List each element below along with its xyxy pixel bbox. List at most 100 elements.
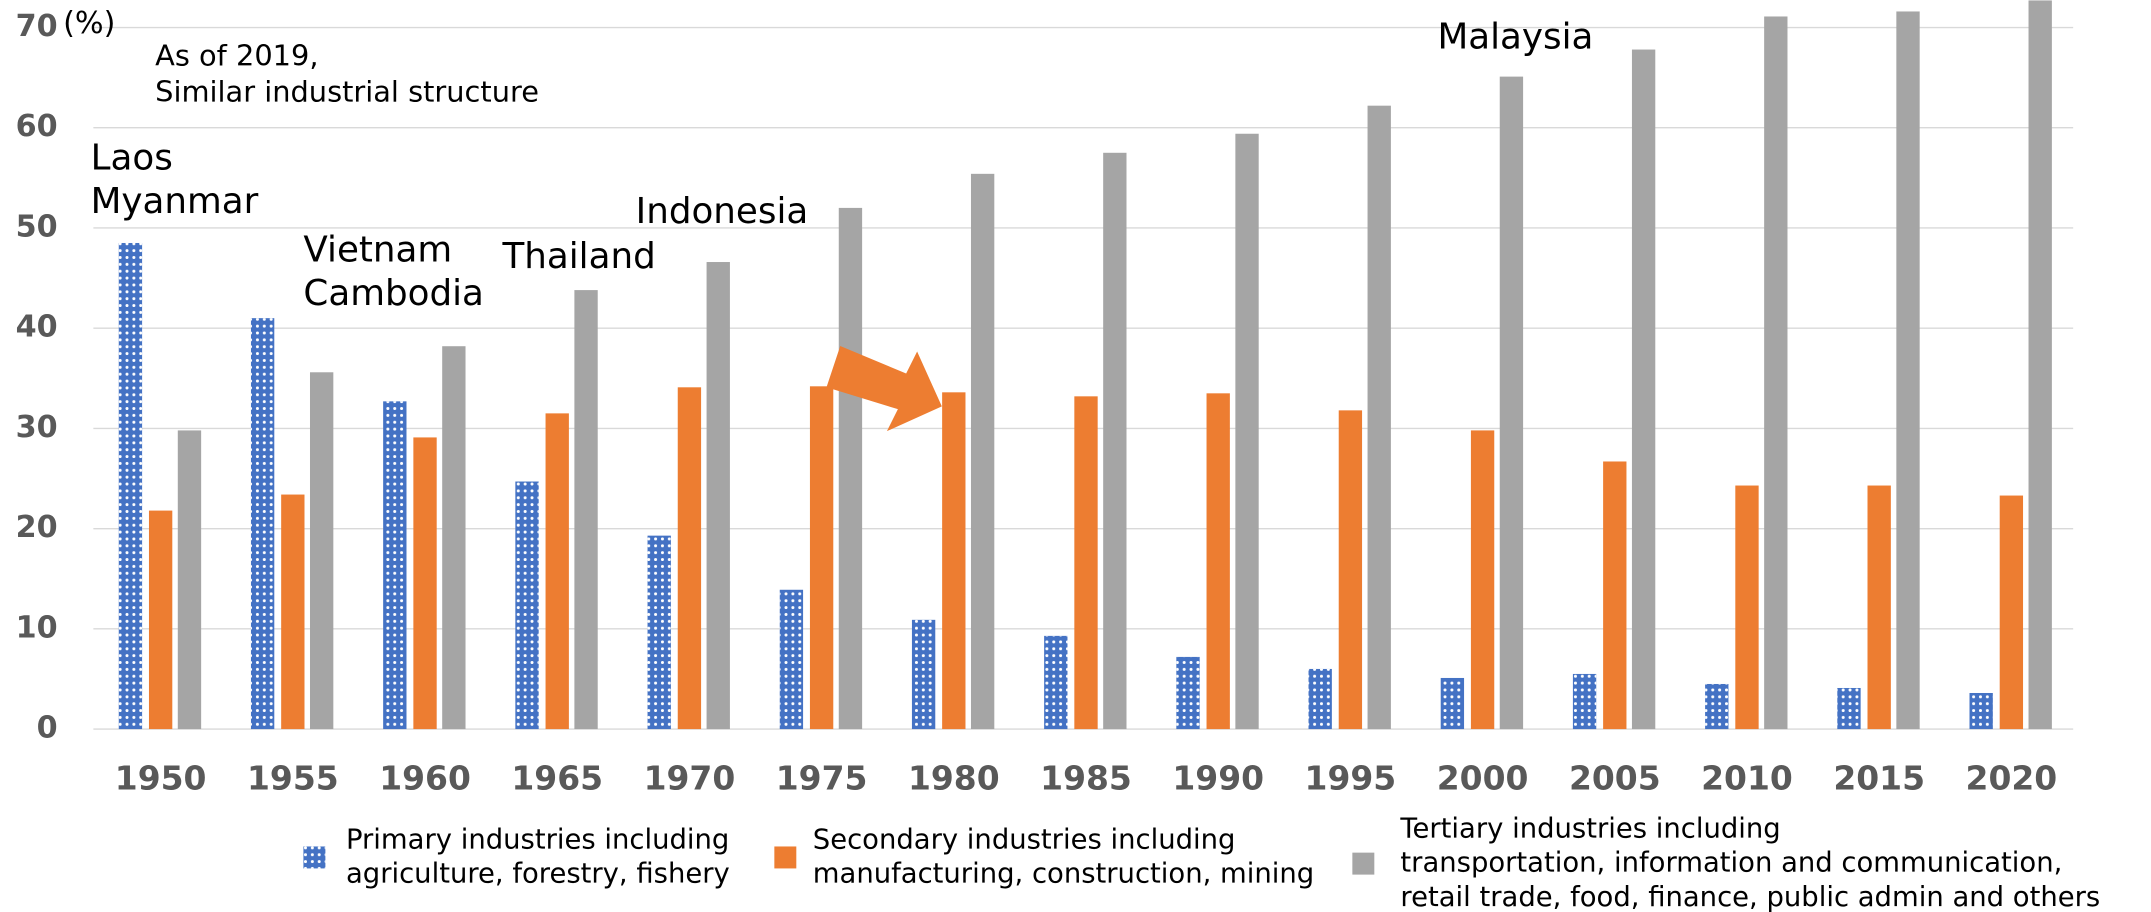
annotation: Malaysia bbox=[1437, 16, 1593, 57]
bar-fill bbox=[309, 372, 334, 730]
bar bbox=[942, 392, 966, 730]
x-tick-label: 1985 bbox=[1040, 758, 1132, 797]
unit-label: (%) bbox=[63, 6, 115, 41]
y-tick-label: 20 bbox=[16, 510, 58, 545]
bar bbox=[647, 535, 671, 730]
bar bbox=[1235, 133, 1259, 730]
x-tick-label: 1980 bbox=[908, 758, 1000, 797]
bar bbox=[1896, 11, 1920, 730]
y-tick-label: 70 bbox=[16, 9, 58, 44]
bar bbox=[779, 589, 804, 730]
bar-fill bbox=[177, 430, 202, 730]
annotation: Laos Myanmar bbox=[91, 137, 259, 222]
bar bbox=[970, 173, 995, 730]
bar-fill bbox=[706, 262, 730, 730]
bar bbox=[1837, 687, 1861, 730]
bar bbox=[1440, 677, 1465, 730]
bar bbox=[515, 481, 539, 730]
y-tick-label: 40 bbox=[16, 310, 58, 345]
bar-pattern bbox=[1308, 668, 1332, 730]
x-tick-label: 1955 bbox=[247, 758, 339, 797]
bar-fill bbox=[677, 387, 702, 730]
legend-label: Tertiary industries including transportat… bbox=[1399, 813, 2100, 912]
bar bbox=[148, 510, 173, 730]
bar-fill bbox=[148, 510, 173, 730]
bar bbox=[1572, 673, 1597, 730]
bar bbox=[309, 372, 334, 730]
x-tick-label: 2010 bbox=[1701, 758, 1793, 797]
bar-pattern bbox=[1440, 677, 1465, 730]
bar-pattern bbox=[911, 619, 936, 730]
bar bbox=[706, 262, 730, 730]
bar-pattern bbox=[1572, 673, 1597, 730]
x-tick-label: 2000 bbox=[1437, 758, 1529, 797]
bar bbox=[1103, 152, 1127, 730]
bar-fill bbox=[281, 494, 305, 730]
legend-label: Secondary industries including manufactur… bbox=[813, 824, 1314, 889]
annotation: Vietnam Cambodia bbox=[303, 229, 483, 314]
x-tick-label: 1975 bbox=[776, 758, 868, 797]
bar bbox=[677, 387, 702, 730]
legend-swatch bbox=[774, 846, 797, 869]
bar-fill bbox=[1999, 495, 2024, 730]
bar bbox=[1338, 410, 1363, 730]
x-tick-label: 2020 bbox=[1966, 758, 2058, 797]
bar-fill bbox=[1074, 396, 1098, 730]
bar bbox=[177, 430, 202, 730]
annotation: Thailand bbox=[501, 236, 655, 277]
arrow bbox=[826, 346, 942, 432]
bar bbox=[442, 346, 466, 730]
bar-fill bbox=[1764, 16, 1788, 730]
x-tick-label: 1995 bbox=[1305, 758, 1397, 797]
bar-fill bbox=[1631, 49, 1656, 730]
bar bbox=[1969, 692, 1993, 730]
bar bbox=[1044, 635, 1068, 730]
bar bbox=[118, 242, 143, 730]
bar bbox=[413, 437, 437, 730]
bar-fill bbox=[1206, 393, 1230, 730]
bar bbox=[1735, 485, 1759, 730]
bar bbox=[250, 318, 275, 730]
bar bbox=[1499, 76, 1524, 730]
bar-fill bbox=[442, 346, 466, 730]
bar bbox=[1206, 393, 1230, 730]
legend-label: Primary industries including agriculture,… bbox=[346, 824, 730, 889]
bar-fill bbox=[1499, 76, 1524, 730]
bar bbox=[1367, 105, 1391, 730]
x-tick-label: 1990 bbox=[1172, 758, 1264, 797]
x-tick-label: 1960 bbox=[379, 758, 471, 797]
bar-fill bbox=[1103, 152, 1127, 730]
bar bbox=[1603, 461, 1627, 730]
bar-fill bbox=[545, 413, 569, 730]
bar-fill bbox=[1867, 485, 1891, 730]
bar-pattern bbox=[1044, 635, 1068, 730]
bar-fill bbox=[809, 386, 834, 730]
bar bbox=[1631, 49, 1656, 730]
bar-fill bbox=[2028, 0, 2052, 730]
x-tick-label: 1965 bbox=[511, 758, 603, 797]
y-tick-label: 60 bbox=[16, 109, 58, 144]
legend-swatch bbox=[1352, 852, 1375, 875]
bar-fill bbox=[1470, 430, 1495, 730]
bar-pattern bbox=[1705, 683, 1729, 730]
bar-pattern bbox=[118, 242, 143, 730]
bar-pattern bbox=[779, 589, 804, 730]
y-tick-label: 0 bbox=[37, 711, 58, 746]
y-tick-label: 10 bbox=[16, 610, 58, 645]
bar bbox=[1308, 668, 1332, 730]
bar-pattern bbox=[515, 481, 539, 730]
bar-fill bbox=[1235, 133, 1259, 730]
bar bbox=[545, 413, 569, 730]
bar-fill bbox=[1735, 485, 1759, 730]
bar bbox=[1867, 485, 1891, 730]
bar-pattern bbox=[383, 401, 407, 730]
bar-fill bbox=[942, 392, 966, 730]
bar bbox=[574, 290, 598, 730]
bar bbox=[911, 619, 936, 730]
bar-fill bbox=[838, 207, 863, 730]
bar bbox=[1470, 430, 1495, 730]
bar bbox=[281, 494, 305, 730]
y-tick-label: 30 bbox=[16, 410, 58, 445]
bar-fill bbox=[1603, 461, 1627, 730]
